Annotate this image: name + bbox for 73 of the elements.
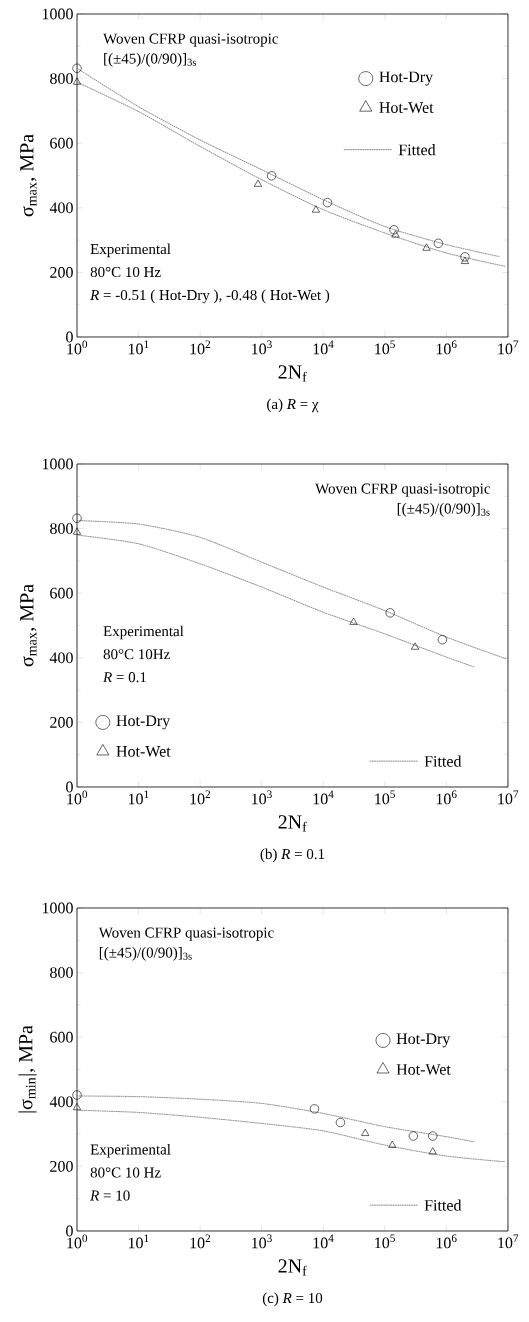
x-tick-label: 10$^{3}$ — [252, 1234, 272, 1249]
x-tick-label: 10$^{3}$ — [252, 790, 272, 805]
y-tick-label: 600 — [50, 1031, 73, 1043]
y-tick-label: 200 — [50, 267, 73, 278]
annotation: Experimental — [90, 243, 171, 258]
annotation: 80°C 10 Hz — [90, 1167, 161, 1178]
annotation: [(±45)/(0/90)]$_{3s}$ — [397, 503, 490, 517]
x-tick-label: 10$^{2}$ — [190, 1234, 211, 1249]
x-tick-label: 10$^{5}$ — [375, 1234, 395, 1249]
x-tick-label: 10$^{7}$ — [498, 1234, 519, 1249]
x-tick-label: 10$^{3}$ — [252, 340, 272, 355]
y-axis-title: |σ$_{min}$|, MPa — [18, 1025, 37, 1113]
x-tick-label: 10$^{4}$ — [313, 340, 334, 355]
legend-label: Hot-Dry — [396, 1033, 451, 1048]
annotation: 80°C 10Hz — [103, 649, 170, 660]
x-tick-label: 10$^{1}$ — [128, 1234, 149, 1249]
x-tick-label: 10$^{4}$ — [313, 1234, 334, 1249]
x-axis-title: 2N$_{f}$ — [278, 815, 307, 832]
legend-label: Hot-Wet — [116, 746, 171, 757]
x-tick-label: 10$^{5}$ — [375, 790, 395, 805]
x-tick-label: 10$^{2}$ — [190, 340, 211, 355]
y-tick-label: 1000 — [42, 458, 73, 470]
y-tick-label: 200 — [50, 717, 73, 728]
y-tick-label: 800 — [50, 523, 73, 534]
annotation: R = -0.51 ( Hot-Dry ), -0.48 ( Hot-Wet ) — [90, 289, 330, 304]
legend-label: Hot-Dry — [116, 715, 171, 730]
y-tick-label: 400 — [49, 202, 73, 214]
x-tick-label: 10$^{6}$ — [436, 340, 457, 355]
y-tick-label: 0 — [66, 331, 73, 343]
x-tick-label: 10$^{6}$ — [436, 1234, 457, 1249]
legend-label: Hot-Wet — [396, 1064, 451, 1075]
text: (c) R = 10 — [262, 1292, 323, 1307]
text: (a) R = χ — [267, 398, 319, 413]
text: (b) R = 0.1 — [260, 848, 325, 863]
y-tick-label: 600 — [50, 587, 73, 599]
annotation: Experimental — [90, 1143, 171, 1158]
annotation: Woven CFRP quasi-isotropic — [103, 33, 279, 47]
legend-label: Hot-Dry — [379, 71, 434, 86]
legend-label: Fitted — [424, 1199, 462, 1211]
annotation: Experimental — [103, 625, 184, 640]
y-tick-label: 200 — [50, 1161, 73, 1172]
legend-label: Hot-Wet — [379, 102, 434, 114]
y-tick-label: 400 — [49, 1096, 73, 1108]
line-series — [77, 520, 507, 660]
x-tick-label: 10$^{5}$ — [375, 340, 395, 355]
x-tick-label: 10$^{6}$ — [436, 790, 457, 805]
legend-label: Fitted — [398, 144, 436, 156]
x-tick-label: 10$^{4}$ — [313, 790, 334, 805]
y-tick-label: 800 — [50, 73, 73, 84]
annotation: Woven CFRP quasi-isotropic — [315, 483, 491, 497]
legend-label: Fitted — [424, 755, 462, 767]
annotation: R = 10 — [90, 1190, 130, 1201]
annotation: [(±45)/(0/90)]$_{3s}$ — [104, 53, 197, 67]
annotation: [(±45)/(0/90)]$_{3s}$ — [99, 947, 192, 961]
y-tick-label: 600 — [50, 137, 73, 149]
x-tick-label: 10$^{7}$ — [498, 790, 519, 805]
y-axis-title: σ$_{max}$, MPa — [20, 134, 37, 217]
annotation: Woven CFRP quasi-isotropic — [98, 927, 274, 941]
annotation: R = 0.1 — [102, 672, 147, 683]
x-tick-label: 10$^{1}$ — [128, 790, 149, 805]
y-tick-label: 1000 — [42, 8, 73, 20]
x-axis-title: 2N$_{f}$ — [278, 1259, 307, 1276]
x-axis-title: 2N$_{f}$ — [278, 365, 307, 382]
x-tick-label: 10$^{7}$ — [498, 340, 519, 355]
x-tick-label: 10$^{1}$ — [128, 340, 149, 355]
x-tick-label: 10$^{2}$ — [190, 790, 211, 805]
y-axis-title: σ$_{max}$, MPa — [20, 584, 37, 667]
y-tick-label: 800 — [50, 967, 73, 978]
y-tick-label: 0 — [66, 781, 73, 793]
y-tick-label: 0 — [66, 1225, 73, 1237]
annotation: 80°C 10 Hz — [90, 266, 161, 278]
y-tick-label: 1000 — [42, 902, 73, 914]
y-tick-label: 400 — [49, 652, 73, 664]
